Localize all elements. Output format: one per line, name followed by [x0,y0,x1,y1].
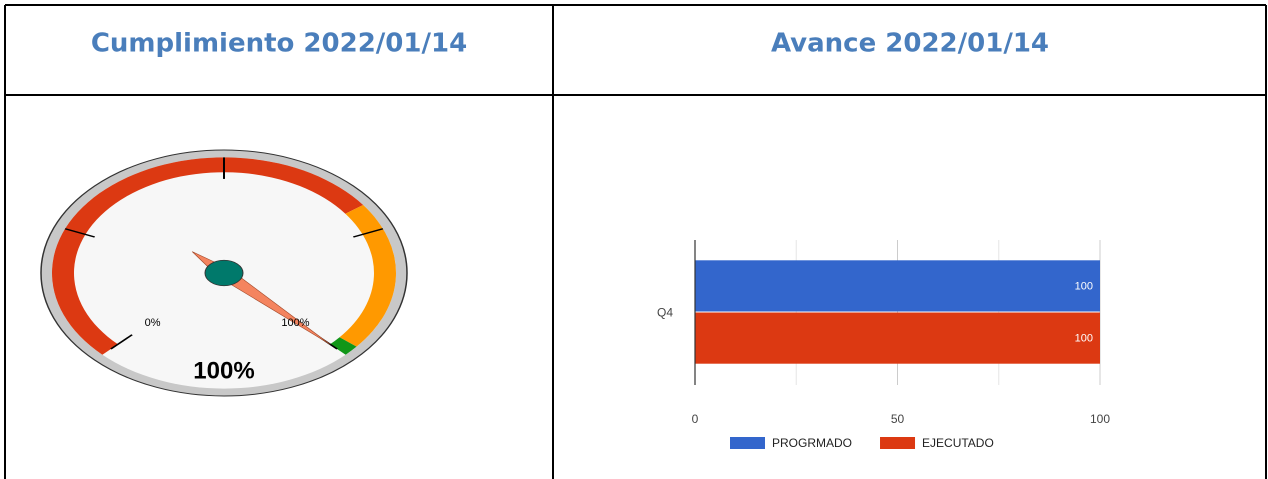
header-title: Cumplimiento 2022/01/14 [91,29,467,59]
gauge-tick-label: 0% [145,317,161,329]
gauge-tick [352,228,384,238]
gauge-band [51,157,364,355]
data-label: 100 [1075,333,1093,345]
legend-swatch [880,437,916,449]
gauge-band [339,205,396,347]
legend-label: PROGRMADO [772,436,852,450]
table-frame [4,4,1267,479]
bar [695,312,1100,364]
x-tick-label: 50 [891,412,905,426]
gauge-band [330,337,357,355]
data-label: 100 [1075,280,1093,292]
gauge-tick-label: 100% [281,317,309,329]
legend-label: EJECUTADO [922,436,994,450]
header-title: Avance 2022/01/14 [771,29,1049,59]
gauge-hub [204,259,244,287]
x-tick-label: 0 [692,412,699,426]
gauge [40,149,408,397]
bar [695,260,1100,312]
x-tick-label: 100 [1090,412,1110,426]
legend-swatch [730,437,765,449]
y-tick-label: Q4 [657,306,673,320]
gauge-value-label: 100% [193,357,254,384]
gauge-tick [64,228,96,238]
gauge-tick [110,334,133,350]
